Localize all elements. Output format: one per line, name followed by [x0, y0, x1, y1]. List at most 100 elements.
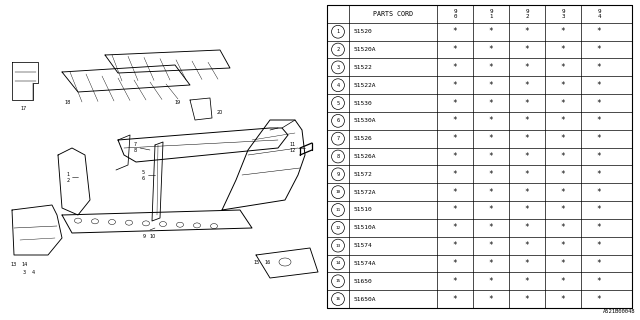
Text: *: * — [596, 27, 602, 36]
Text: *: * — [561, 188, 565, 197]
Text: 51650A: 51650A — [354, 297, 376, 301]
Circle shape — [332, 257, 344, 270]
Circle shape — [332, 43, 344, 56]
Text: 4: 4 — [31, 270, 35, 276]
Text: *: * — [452, 205, 458, 214]
Text: *: * — [452, 223, 458, 232]
Text: 8: 8 — [337, 154, 340, 159]
Text: 17: 17 — [21, 106, 27, 110]
Text: 3: 3 — [22, 270, 26, 276]
Text: 10: 10 — [150, 235, 156, 239]
Text: 51522A: 51522A — [354, 83, 376, 88]
Text: 1: 1 — [67, 172, 70, 177]
Text: *: * — [452, 295, 458, 304]
Text: *: * — [596, 45, 602, 54]
Text: 51572A: 51572A — [354, 190, 376, 195]
Text: *: * — [489, 116, 493, 125]
Text: 51650: 51650 — [354, 279, 372, 284]
Text: A521B00048: A521B00048 — [602, 309, 635, 314]
Text: *: * — [452, 99, 458, 108]
Text: 11: 11 — [290, 141, 296, 147]
Text: 3: 3 — [337, 65, 340, 70]
Text: *: * — [452, 259, 458, 268]
Text: 11: 11 — [335, 208, 340, 212]
Text: 7: 7 — [337, 136, 340, 141]
Circle shape — [332, 79, 344, 92]
Text: *: * — [525, 205, 529, 214]
Text: *: * — [525, 27, 529, 36]
Text: *: * — [525, 81, 529, 90]
Text: *: * — [561, 45, 565, 54]
Text: *: * — [489, 170, 493, 179]
Text: 13: 13 — [335, 244, 340, 248]
Text: *: * — [596, 134, 602, 143]
Text: *: * — [561, 205, 565, 214]
Text: *: * — [489, 259, 493, 268]
Text: *: * — [596, 188, 602, 197]
Text: *: * — [452, 277, 458, 286]
Text: 4: 4 — [337, 83, 340, 88]
Text: *: * — [525, 116, 529, 125]
Text: *: * — [525, 45, 529, 54]
Text: 51510A: 51510A — [354, 225, 376, 230]
Text: 6: 6 — [337, 118, 340, 123]
Text: 51530: 51530 — [354, 100, 372, 106]
Bar — [327, 5, 632, 308]
Text: *: * — [525, 259, 529, 268]
Text: *: * — [452, 241, 458, 250]
Text: 16: 16 — [265, 260, 271, 265]
Text: *: * — [561, 116, 565, 125]
Text: *: * — [596, 241, 602, 250]
Text: *: * — [561, 277, 565, 286]
Text: 9: 9 — [337, 172, 340, 177]
Text: *: * — [561, 170, 565, 179]
Text: *: * — [452, 81, 458, 90]
Text: *: * — [489, 63, 493, 72]
Text: *: * — [452, 63, 458, 72]
Text: *: * — [452, 152, 458, 161]
Text: *: * — [596, 99, 602, 108]
Text: *: * — [489, 241, 493, 250]
Circle shape — [332, 221, 344, 234]
Text: 51510: 51510 — [354, 207, 372, 212]
Circle shape — [332, 25, 344, 38]
Text: *: * — [561, 295, 565, 304]
Circle shape — [332, 204, 344, 216]
Text: *: * — [452, 27, 458, 36]
Text: *: * — [525, 277, 529, 286]
Circle shape — [332, 150, 344, 163]
Text: 12: 12 — [290, 148, 296, 153]
Text: 51572: 51572 — [354, 172, 372, 177]
Text: 1: 1 — [337, 29, 340, 34]
Text: *: * — [489, 27, 493, 36]
Text: *: * — [452, 116, 458, 125]
Text: *: * — [596, 152, 602, 161]
Text: *: * — [561, 27, 565, 36]
Text: 15: 15 — [254, 260, 260, 265]
Text: PARTS CORD: PARTS CORD — [373, 11, 413, 17]
Text: 9
4: 9 4 — [597, 9, 601, 19]
Text: 16: 16 — [335, 297, 340, 301]
Text: *: * — [596, 81, 602, 90]
Text: *: * — [596, 259, 602, 268]
Text: 2: 2 — [67, 178, 70, 182]
Text: *: * — [489, 295, 493, 304]
Text: *: * — [525, 152, 529, 161]
Text: *: * — [489, 188, 493, 197]
Text: *: * — [596, 295, 602, 304]
Text: 51574A: 51574A — [354, 261, 376, 266]
Text: 2: 2 — [337, 47, 340, 52]
Text: *: * — [561, 134, 565, 143]
Text: *: * — [452, 188, 458, 197]
Text: 9: 9 — [143, 235, 145, 239]
Text: 9
0: 9 0 — [453, 9, 457, 19]
Text: *: * — [489, 152, 493, 161]
Text: *: * — [596, 170, 602, 179]
Circle shape — [332, 61, 344, 74]
Text: *: * — [525, 170, 529, 179]
Text: 5: 5 — [141, 170, 145, 174]
Text: *: * — [489, 99, 493, 108]
Text: *: * — [489, 81, 493, 90]
Text: 13: 13 — [11, 261, 17, 267]
Text: 9
1: 9 1 — [489, 9, 493, 19]
